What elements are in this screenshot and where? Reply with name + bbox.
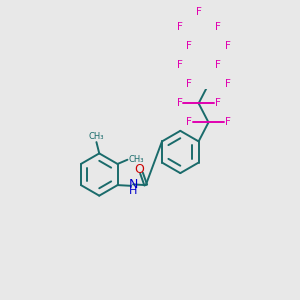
Text: F: F: [225, 117, 231, 128]
Text: F: F: [186, 79, 192, 89]
Text: CH₃: CH₃: [89, 132, 104, 141]
Text: F: F: [215, 60, 221, 70]
Text: F: F: [176, 98, 182, 108]
Text: F: F: [225, 79, 231, 89]
Text: F: F: [196, 7, 202, 16]
Text: F: F: [215, 22, 221, 32]
Text: F: F: [215, 98, 221, 108]
Text: F: F: [176, 22, 182, 32]
Text: F: F: [186, 41, 192, 51]
Text: F: F: [225, 41, 231, 51]
Text: O: O: [134, 163, 144, 176]
Text: F: F: [186, 117, 192, 128]
Text: H: H: [129, 186, 137, 196]
Text: N: N: [128, 178, 138, 191]
Text: CH₃: CH₃: [129, 155, 144, 164]
Text: F: F: [176, 60, 182, 70]
